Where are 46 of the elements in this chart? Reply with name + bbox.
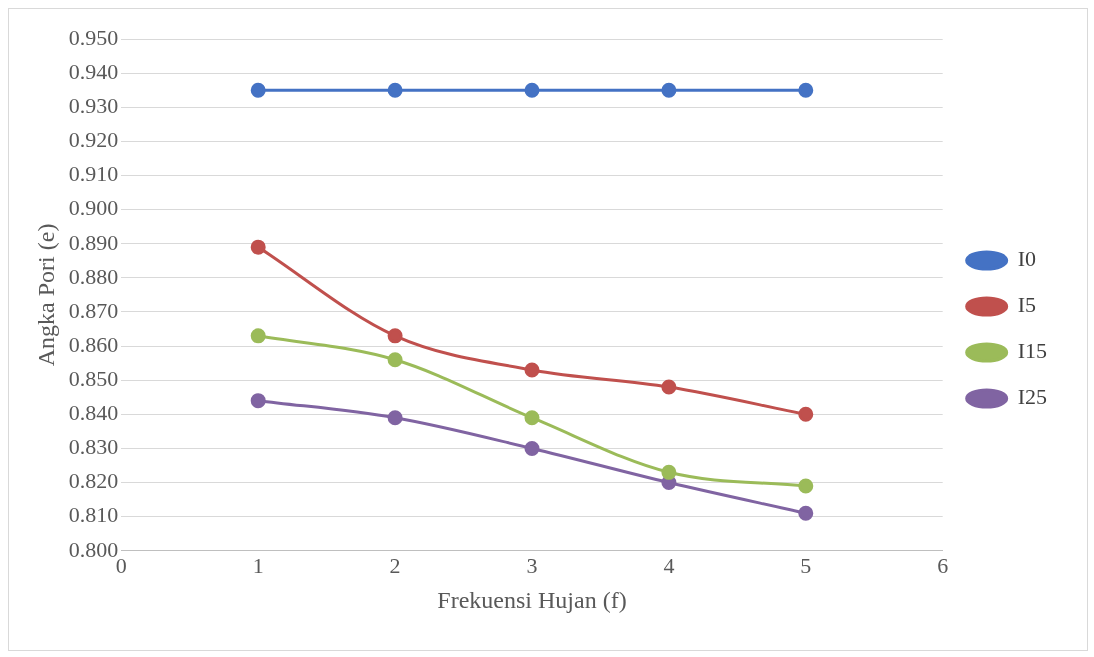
y-tick-label: 0.810 — [68, 502, 119, 528]
x-tick-label: 2 — [389, 552, 401, 578]
x-axis-title: Frekuensi Hujan (f) — [437, 586, 627, 613]
y-tick-label: 0.930 — [68, 93, 119, 119]
point — [387, 328, 403, 344]
point — [661, 379, 677, 395]
y-axis-title: Angka Pori (e) — [32, 223, 59, 367]
point — [250, 82, 266, 98]
y-tick-label: 0.940 — [68, 58, 119, 84]
point — [798, 478, 814, 494]
y-tick-label: 0.920 — [68, 127, 119, 153]
y-tick-label: 0.860 — [68, 331, 119, 357]
x-tick-label: 4 — [663, 552, 675, 578]
point — [524, 440, 540, 456]
point — [250, 239, 266, 255]
y-tick-label: 0.880 — [68, 263, 119, 289]
y-tick-label: 0.840 — [68, 400, 119, 426]
point — [524, 82, 540, 98]
point — [798, 505, 814, 521]
x-tick-label: 6 — [937, 552, 949, 578]
y-tick-label: 0.890 — [68, 229, 119, 255]
x-tick-label: 5 — [800, 552, 812, 578]
point — [524, 410, 540, 426]
point — [387, 82, 403, 98]
y-tick-label: 0.830 — [68, 434, 119, 460]
point — [250, 328, 266, 344]
y-tick-label: 0.850 — [68, 365, 119, 391]
legend-label: I15 — [1017, 338, 1047, 364]
point — [661, 464, 677, 480]
point — [798, 406, 814, 422]
point — [798, 82, 814, 98]
x-tick-label: 1 — [252, 552, 264, 578]
legend-label: I25 — [1017, 384, 1047, 410]
y-tick-label: 0.870 — [68, 297, 119, 323]
y-tick-label: 0.900 — [68, 195, 119, 221]
point — [387, 352, 403, 368]
y-tick-label: 0.910 — [68, 161, 119, 187]
point — [661, 82, 677, 98]
y-tick-label: 0.820 — [68, 468, 119, 494]
point — [524, 362, 540, 378]
legend-label: I5 — [1017, 292, 1036, 318]
y-tick-label: 0.950 — [68, 24, 119, 50]
x-tick-label: 3 — [526, 552, 538, 578]
point — [387, 410, 403, 426]
legend-label: I0 — [1017, 246, 1036, 272]
point — [250, 393, 266, 409]
